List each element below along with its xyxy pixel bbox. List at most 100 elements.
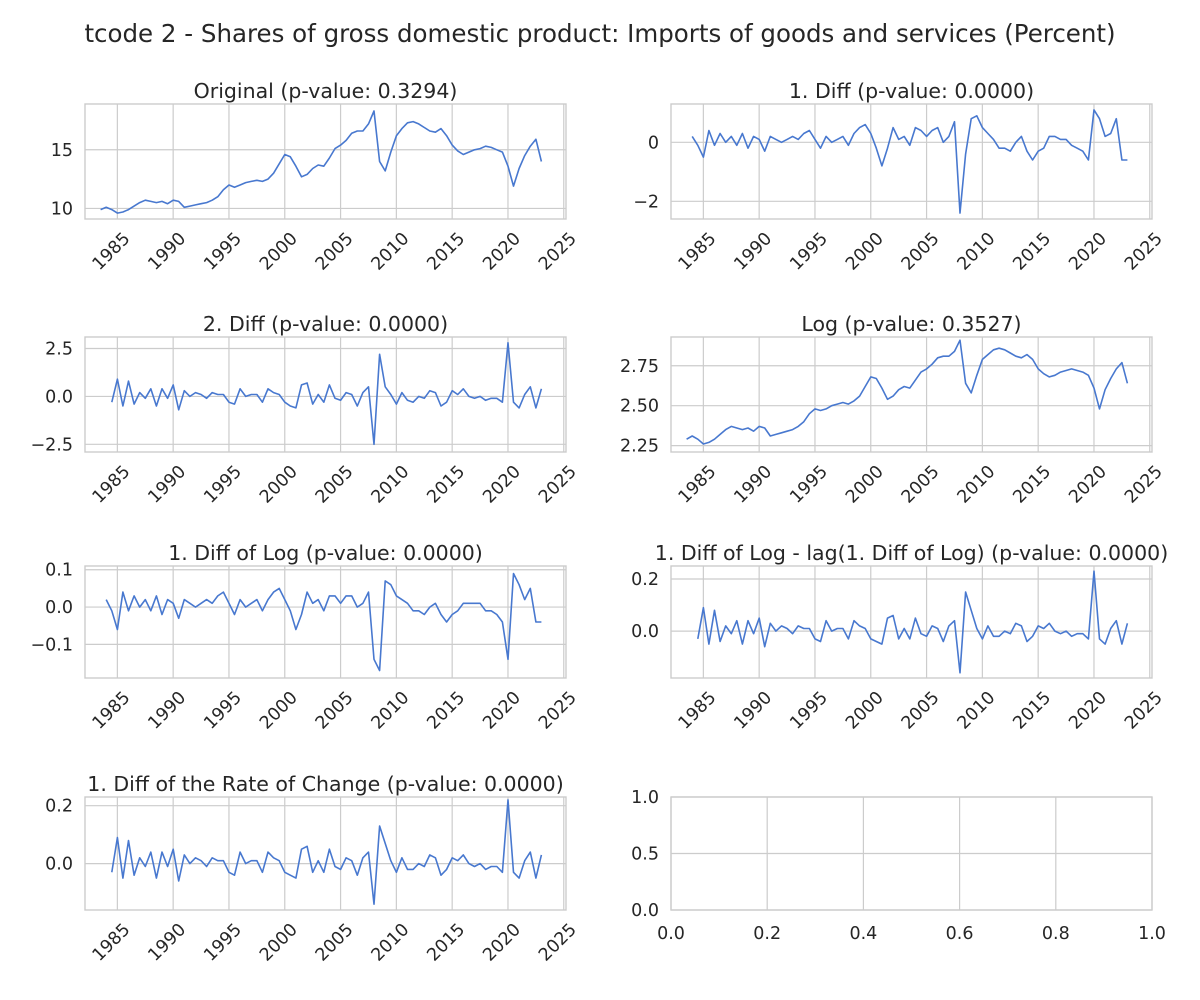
y-tick-label: 0.5 <box>631 845 659 865</box>
subplot-5: 1985 1990 1995 2000 2005 2010 2015 2020 2025 −0.1… <box>31 541 581 734</box>
x-tick-label: 2000 <box>256 688 302 734</box>
x-tick-label: 1985 <box>89 920 135 966</box>
x-tick-label: 1990 <box>145 462 191 508</box>
plot-area <box>671 566 1152 678</box>
x-tick-label: 2020 <box>1065 688 1111 734</box>
plot-area <box>671 104 1152 219</box>
subplot-7: 1985 1990 1995 2000 2005 2010 2015 2020 2025 0.0 0… <box>45 772 581 966</box>
figure-title: tcode 2 - Shares of gross domestic produ… <box>84 19 1115 48</box>
x-tick-label: 0.2 <box>753 924 781 944</box>
series-line <box>111 342 543 446</box>
x-tick-label: 1995 <box>200 462 246 508</box>
x-tick-label: 2020 <box>479 229 525 275</box>
y-tick-label: 0.1 <box>45 561 73 581</box>
subplot-title: 1. Diff of the Rate of Change (p-value: … <box>87 772 563 796</box>
subplot-1: 1985 1990 1995 2000 2005 2010 2015 2020 2025 10 15… <box>51 79 581 275</box>
y-tick-label: 10 <box>51 199 73 219</box>
plot-frame <box>84 336 567 453</box>
y-tick-label: 0.2 <box>45 797 73 817</box>
x-tick-label: 1985 <box>675 229 721 275</box>
x-tick-label: 1995 <box>200 688 246 734</box>
subplot-title: 1. Diff (p-value: 0.0000) <box>789 79 1034 103</box>
x-tick-label: 1985 <box>89 688 135 734</box>
x-tick-label: 1985 <box>89 229 135 275</box>
plot-area <box>85 566 566 678</box>
x-tick-label: 2025 <box>535 229 581 275</box>
x-tick-label: 2005 <box>312 688 358 734</box>
x-tick-label: 2000 <box>842 462 888 508</box>
y-tick-label: 0.0 <box>631 622 659 642</box>
plot-frame <box>84 103 567 220</box>
x-tick-label: 1990 <box>731 229 777 275</box>
plot-frame <box>670 103 1153 220</box>
x-tick-label: 2025 <box>535 688 581 734</box>
x-tick-label: 2005 <box>312 920 358 966</box>
x-tick-label: 2020 <box>479 462 525 508</box>
y-tick-label: 1.0 <box>631 788 659 808</box>
subplot-8: 0.0 0.2 0.4 0.6 0.8 1.0 0.0 0.5 1.0 <box>631 788 1166 944</box>
x-tick-label: 0.6 <box>946 924 974 944</box>
series-line <box>686 339 1129 445</box>
x-tick-label: 2015 <box>1010 462 1056 508</box>
x-tick-label: 1990 <box>145 920 191 966</box>
x-tick-label: 2010 <box>954 462 1000 508</box>
x-tick-label: 2015 <box>1010 229 1056 275</box>
subplot-6: 1985 1990 1995 2000 2005 2010 2015 2020 2025 0.0 0… <box>631 541 1168 734</box>
y-tick-label: 2.25 <box>620 437 659 457</box>
x-tick-label: 2025 <box>1121 462 1167 508</box>
x-tick-label: 2010 <box>954 688 1000 734</box>
y-tick-label: −2 <box>633 192 659 212</box>
x-tick-label: 2005 <box>312 229 358 275</box>
y-tick-label: 0.0 <box>45 387 73 407</box>
y-tick-label: 2.75 <box>620 357 659 377</box>
x-tick-label: 2025 <box>535 462 581 508</box>
x-tick-label: 1985 <box>675 688 721 734</box>
subplot-4: 1985 1990 1995 2000 2005 2010 2015 2020 2025 2.25… <box>620 312 1167 508</box>
plot-area <box>85 104 566 219</box>
y-tick-label: −0.1 <box>31 635 74 655</box>
series-line <box>111 799 543 905</box>
subplot-title: 1. Diff of Log - lag(1. Diff of Log) (p-… <box>655 541 1168 565</box>
x-tick-label: 1995 <box>786 688 832 734</box>
x-tick-label: 2000 <box>256 920 302 966</box>
x-tick-label: 1995 <box>200 229 246 275</box>
x-tick-label: 2025 <box>1121 688 1167 734</box>
y-tick-label: 0.2 <box>631 570 659 590</box>
x-tick-label: 1985 <box>675 462 721 508</box>
x-tick-label: 2015 <box>1010 688 1056 734</box>
plot-frame <box>84 565 567 679</box>
x-tick-label: 0.0 <box>657 924 685 944</box>
x-tick-label: 1995 <box>786 462 832 508</box>
plot-frame <box>670 796 1153 911</box>
x-tick-label: 2005 <box>898 229 944 275</box>
x-tick-label: 2010 <box>368 688 414 734</box>
x-tick-label: 2005 <box>898 462 944 508</box>
x-tick-label: 1990 <box>731 462 777 508</box>
subplot-title: Original (p-value: 0.3294) <box>194 79 458 103</box>
y-tick-label: 0.0 <box>45 855 73 875</box>
x-tick-label: 2015 <box>424 920 470 966</box>
series-line <box>691 109 1128 214</box>
plot-frame <box>670 565 1153 679</box>
x-tick-label: 2010 <box>368 229 414 275</box>
subplot-2: 1985 1990 1995 2000 2005 2010 2015 2020 2025 −2 0 1… <box>633 79 1167 275</box>
plot-frame <box>670 336 1153 453</box>
subplot-title: 2. Diff (p-value: 0.0000) <box>203 312 448 336</box>
x-tick-label: 1995 <box>200 920 246 966</box>
x-tick-label: 2000 <box>256 462 302 508</box>
x-tick-label: 2000 <box>256 229 302 275</box>
x-tick-label: 2000 <box>842 688 888 734</box>
subplot-3: 1985 1990 1995 2000 2005 2010 2015 2020 2025 −2.5… <box>31 312 581 508</box>
y-tick-label: 15 <box>51 141 73 161</box>
x-tick-label: 0.4 <box>849 924 877 944</box>
y-tick-label: 0 <box>648 133 659 153</box>
x-tick-label: 1985 <box>89 462 135 508</box>
x-tick-label: 2015 <box>424 462 470 508</box>
x-tick-label: 2020 <box>1065 462 1111 508</box>
series-line <box>697 570 1129 674</box>
subplot-title: Log (p-value: 0.3527) <box>801 312 1021 336</box>
x-tick-label: 2015 <box>424 688 470 734</box>
x-tick-label: 1990 <box>145 229 191 275</box>
y-tick-label: 2.5 <box>45 340 73 360</box>
